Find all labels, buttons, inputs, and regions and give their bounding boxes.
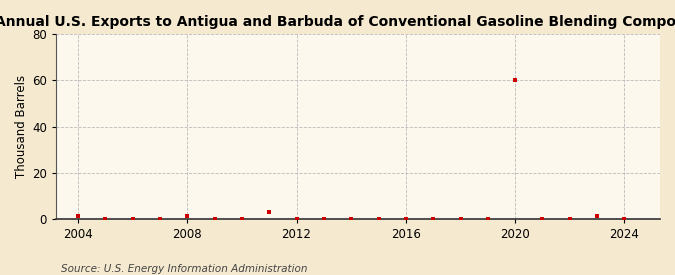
Y-axis label: Thousand Barrels: Thousand Barrels — [15, 75, 28, 178]
Text: Source: U.S. Energy Information Administration: Source: U.S. Energy Information Administ… — [61, 264, 307, 274]
Title: Annual U.S. Exports to Antigua and Barbuda of Conventional Gasoline Blending Com: Annual U.S. Exports to Antigua and Barbu… — [0, 15, 675, 29]
